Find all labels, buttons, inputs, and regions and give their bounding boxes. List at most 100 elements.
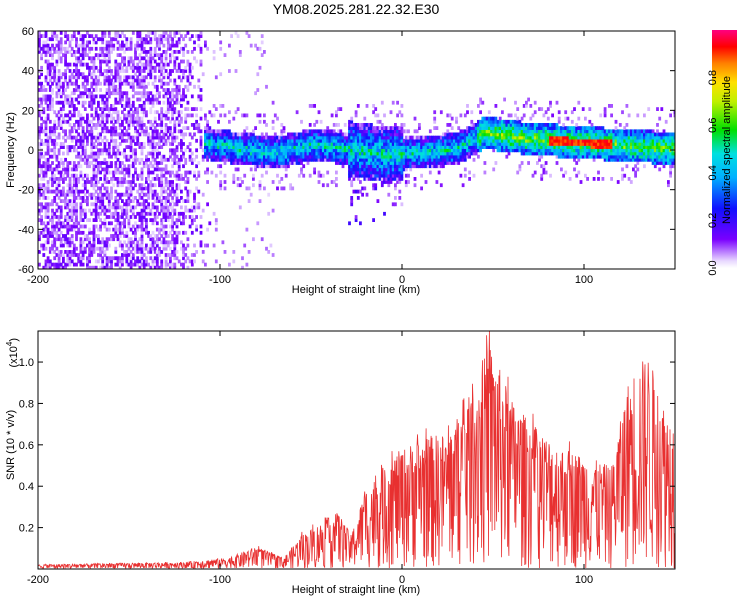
heatmap-cell — [140, 148, 144, 153]
heatmap-cell — [59, 192, 63, 197]
heatmap-cell — [86, 237, 89, 242]
heatmap-cell — [380, 132, 384, 137]
heatmap-cell — [492, 167, 496, 172]
heatmap-cell — [70, 145, 74, 149]
heatmap-cell — [66, 192, 70, 197]
heatmap-cell — [166, 180, 170, 184]
heatmap-cell — [247, 145, 251, 149]
heatmap-cell — [75, 196, 78, 200]
heatmap-cell — [243, 151, 247, 156]
heatmap-cell — [129, 37, 133, 42]
heatmap-cell — [121, 246, 124, 251]
heatmap-cell — [164, 246, 168, 251]
heatmap-cell — [79, 246, 83, 251]
heatmap-cell — [171, 43, 174, 48]
heatmap-cell — [140, 43, 144, 48]
heatmap-cell — [339, 145, 343, 149]
heatmap-cell — [88, 218, 91, 222]
heatmap-cell — [459, 113, 463, 118]
heatmap-cell — [306, 135, 310, 140]
heatmap-cell — [457, 161, 461, 165]
heatmap-cell — [107, 50, 111, 54]
heatmap-cell — [53, 138, 57, 143]
heatmap-cell — [62, 265, 65, 269]
heatmap-cell — [42, 189, 46, 194]
heatmap-cell — [400, 138, 404, 143]
heatmap-cell — [243, 113, 247, 118]
heatmap-cell — [103, 221, 107, 226]
heatmap-cell — [40, 167, 43, 172]
heatmap-cell — [448, 123, 452, 127]
heatmap-cell — [326, 126, 330, 130]
heatmap-cell — [201, 157, 205, 162]
heatmap-cell — [112, 107, 116, 111]
heatmap-cell — [470, 138, 474, 143]
heatmap-cell — [118, 227, 122, 232]
heatmap-cell — [300, 135, 303, 140]
heatmap-cell — [173, 243, 177, 248]
heatmap-cell — [164, 129, 168, 134]
heatmap-cell — [166, 135, 170, 140]
heatmap-cell — [387, 167, 391, 172]
heatmap-cell — [477, 142, 480, 146]
heatmap-cell — [57, 256, 61, 261]
heatmap-cell — [55, 94, 59, 99]
heatmap-cell — [431, 157, 434, 162]
heatmap-cell — [527, 142, 530, 146]
heatmap-cell — [110, 91, 113, 96]
heatmap-cell — [188, 157, 192, 162]
heatmap-cell — [276, 151, 279, 156]
heatmap-cell — [57, 215, 61, 219]
heatmap-cell — [420, 154, 423, 159]
heatmap-cell — [155, 199, 159, 203]
heatmap-cell — [197, 123, 201, 127]
heatmap-cell — [498, 138, 502, 143]
heatmap-cell — [169, 132, 172, 137]
heatmap-cell — [72, 81, 76, 86]
heatmap-cell — [193, 132, 196, 137]
heatmap-cell — [116, 116, 120, 121]
heatmap-cell — [378, 148, 382, 153]
heatmap-cell — [503, 129, 506, 134]
heatmap-cell — [378, 170, 382, 175]
heatmap-cell — [424, 148, 428, 153]
heatmap-cell — [83, 224, 87, 229]
heatmap-cell — [147, 59, 150, 64]
heatmap-cell — [522, 142, 526, 146]
heatmap-cell — [420, 138, 423, 143]
heatmap-cell — [254, 164, 257, 169]
heatmap-cell — [243, 243, 247, 248]
heatmap-cell — [324, 129, 327, 134]
heatmap-cell — [110, 129, 113, 134]
heatmap-cell — [446, 157, 450, 162]
heatmap-cell — [97, 148, 100, 153]
heatmap-cell — [439, 157, 443, 162]
heatmap-cell — [398, 161, 402, 165]
heatmap-cell — [158, 145, 161, 149]
heatmap-cell — [138, 196, 142, 200]
heatmap-cell — [158, 246, 161, 251]
heatmap-cell — [55, 167, 59, 172]
heatmap-cell — [199, 94, 203, 99]
heatmap-cell — [90, 250, 94, 254]
heatmap-cell — [114, 154, 118, 159]
heatmap-cell — [252, 173, 255, 178]
heatmap-cell — [118, 259, 122, 264]
heatmap-cell — [328, 129, 332, 134]
heatmap-cell — [365, 173, 369, 178]
heatmap-cell — [72, 145, 76, 149]
heatmap-cell — [433, 154, 437, 159]
heatmap-cell — [92, 202, 96, 207]
heatmap-cell — [112, 227, 116, 232]
heatmap-cell — [348, 132, 351, 137]
heatmap-cell — [94, 246, 98, 251]
heatmap-cell — [48, 88, 52, 92]
heatmap-cell — [193, 259, 196, 264]
heatmap-cell — [70, 218, 74, 222]
heatmap-cell — [123, 81, 126, 86]
heatmap-cell — [72, 208, 76, 213]
heatmap-cell — [496, 135, 500, 140]
heatmap-cell — [51, 154, 54, 159]
heatmap-cell — [44, 78, 48, 83]
heatmap-cell — [136, 62, 140, 67]
